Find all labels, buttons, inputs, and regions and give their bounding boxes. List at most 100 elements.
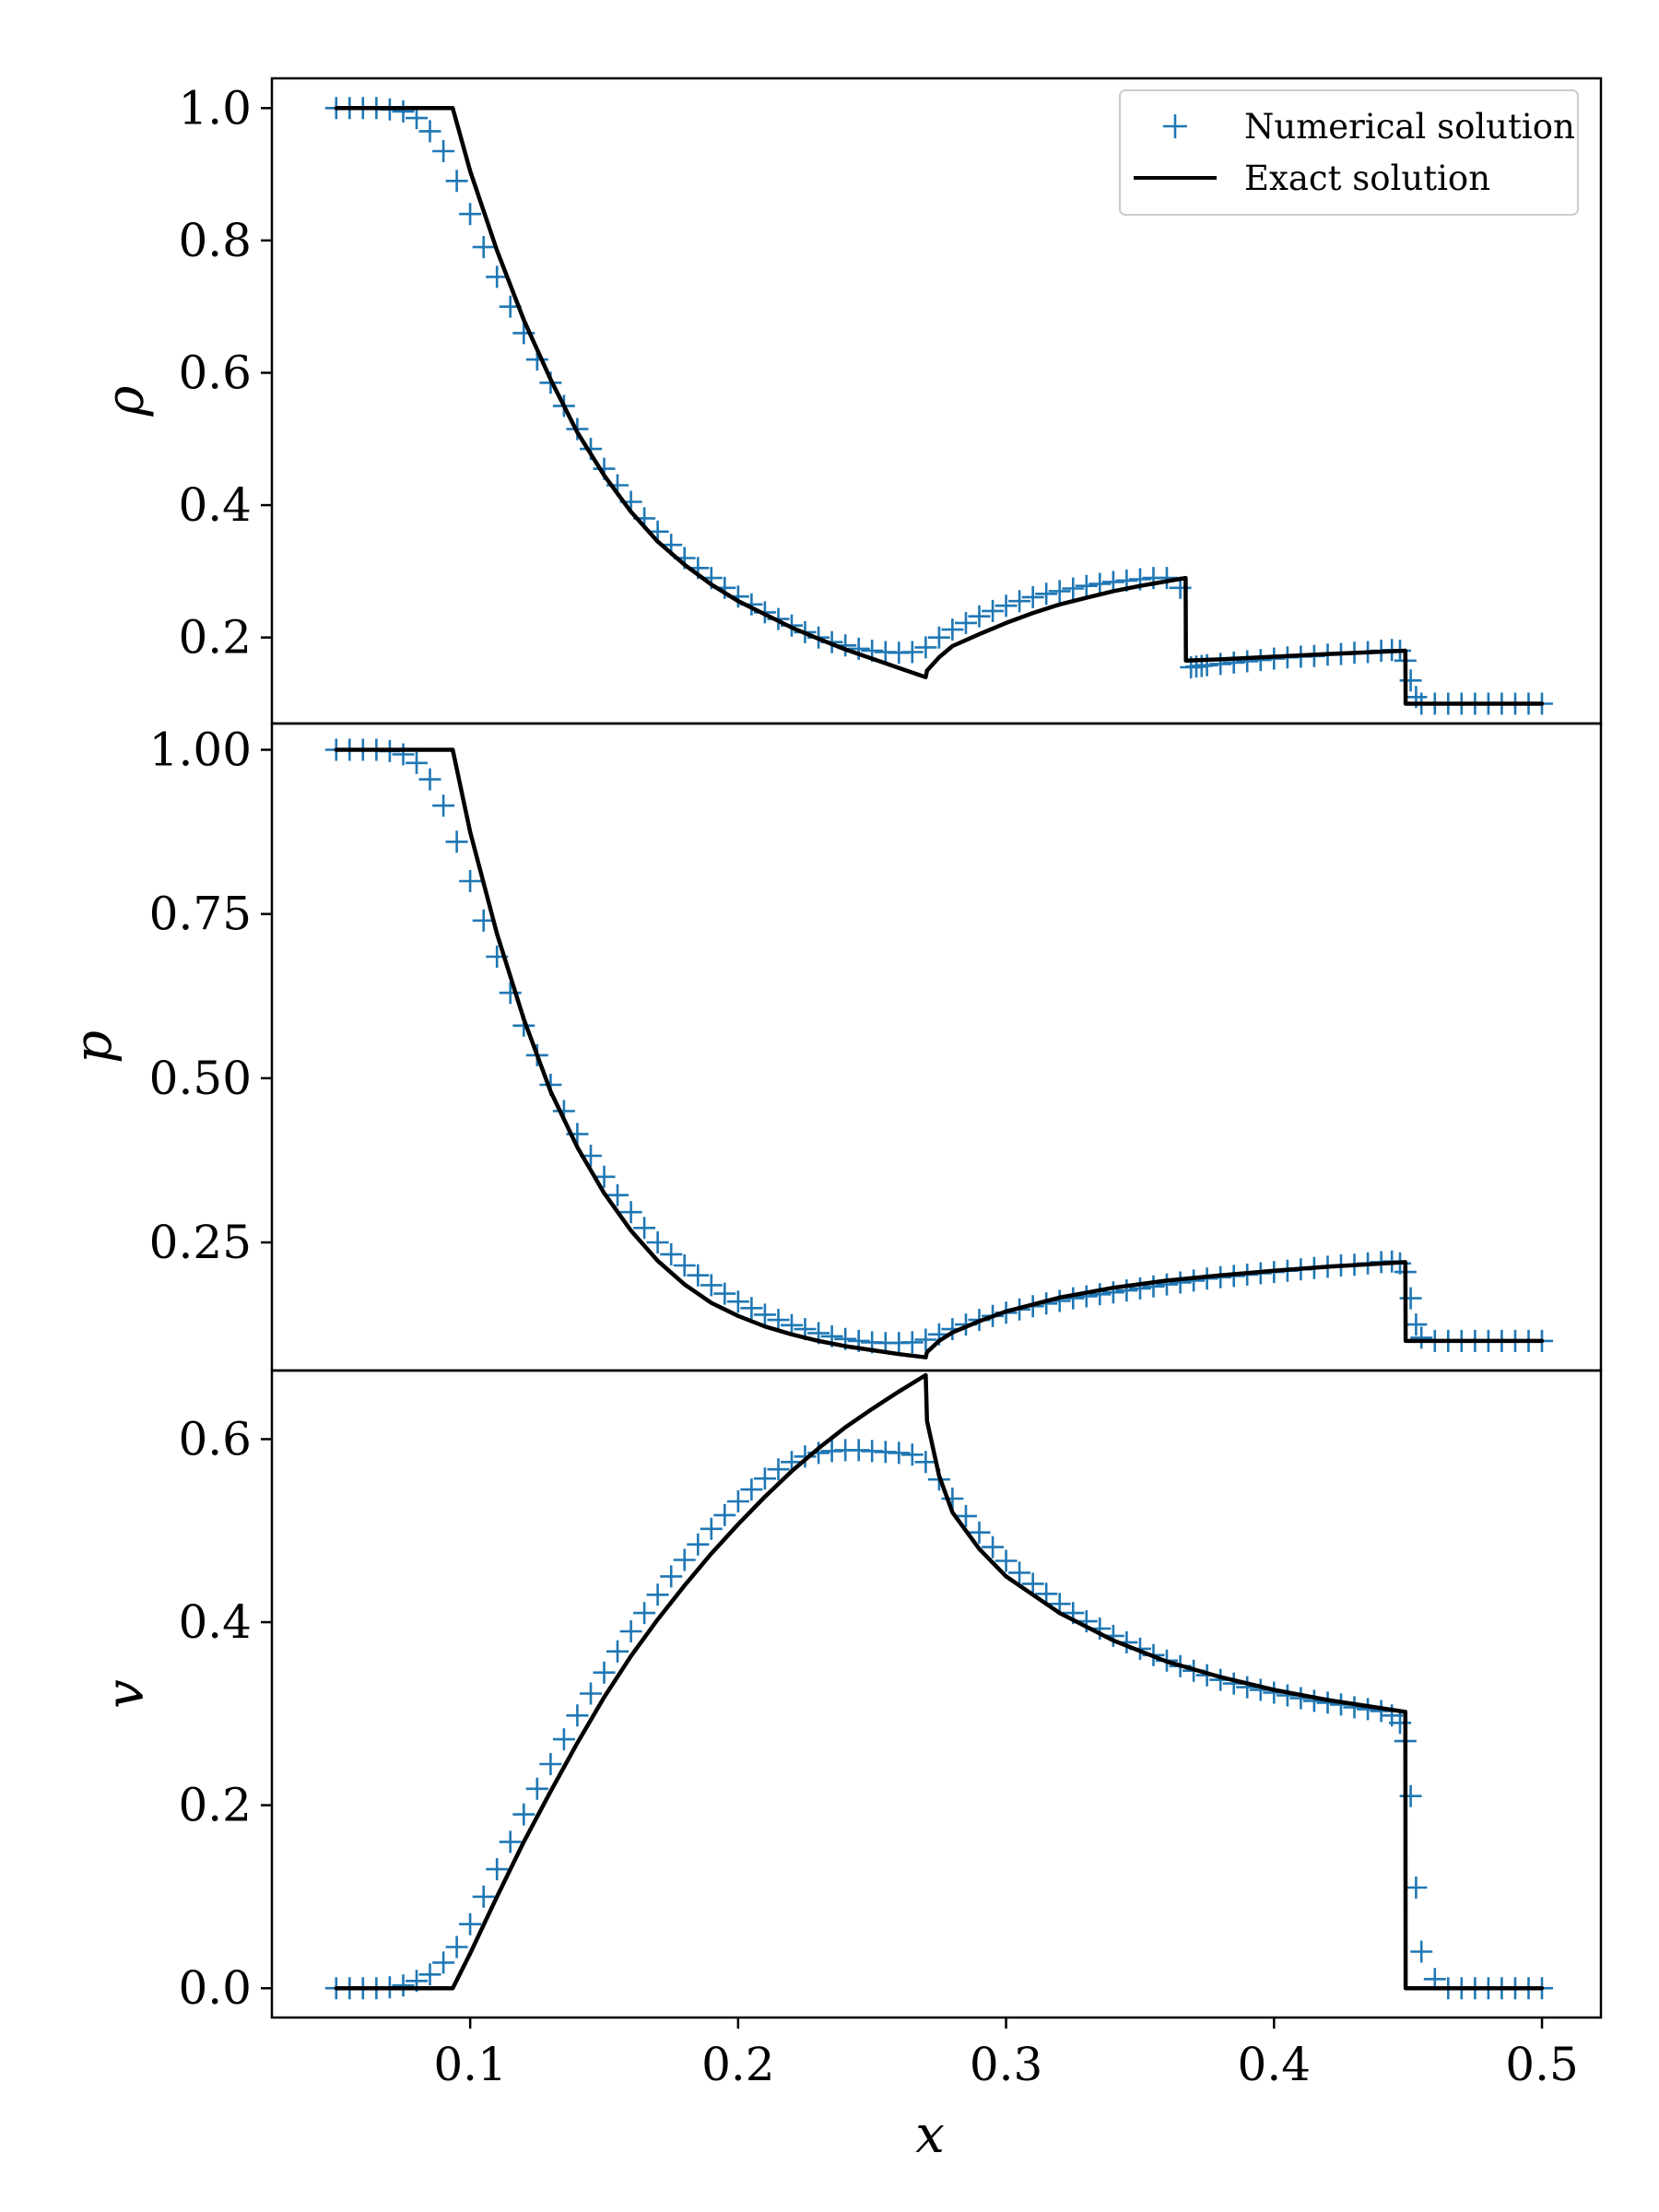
pressure-numerical-point <box>767 1309 790 1332</box>
velocity-numerical-point <box>713 1503 736 1526</box>
density-numerical-point <box>1399 669 1422 692</box>
density-y-tick-label: 0.6 <box>178 346 252 399</box>
velocity-numerical-point <box>646 1583 669 1606</box>
pressure-numerical-point <box>1075 1285 1098 1308</box>
velocity-numerical-point <box>687 1533 710 1556</box>
density-numerical-point <box>1075 574 1098 597</box>
pressure-numerical-point <box>418 768 441 791</box>
velocity-y-tick-label: 0.4 <box>178 1595 252 1649</box>
pressure-numerical-point <box>1399 1287 1422 1310</box>
density-y-axis-label: ρ <box>96 385 156 417</box>
velocity-numerical-point <box>700 1517 723 1540</box>
velocity-numerical-point <box>1405 1877 1428 1899</box>
velocity-numerical-point <box>459 1912 482 1936</box>
density-numerical-point <box>955 611 977 634</box>
velocity-numerical-point <box>914 1451 937 1474</box>
density-exact-line <box>334 106 1545 706</box>
velocity-numerical-point <box>1399 1784 1422 1807</box>
density-numerical-point <box>1222 651 1245 674</box>
velocity-numerical-point <box>994 1549 1018 1572</box>
pressure-exact-line <box>334 747 1545 1359</box>
velocity-y-tick-label: 0.6 <box>178 1412 252 1465</box>
x-tick-label: 0.4 <box>1238 2038 1312 2091</box>
velocity-y-axis-label: v <box>96 1679 156 1709</box>
velocity-numerical-point <box>767 1458 790 1481</box>
pressure-numerical-point <box>606 1183 629 1206</box>
pressure-y-tick-label: 1.00 <box>149 724 252 777</box>
pressure-numerical-point <box>633 1217 656 1240</box>
density-numerical-point <box>1236 650 1259 673</box>
density-numerical-point <box>982 599 1005 622</box>
pressure-numerical-point <box>1410 1326 1433 1349</box>
pressure-numerical-point <box>713 1282 736 1305</box>
pressure-numerical-point <box>700 1274 723 1297</box>
velocity-numerical-point <box>566 1704 589 1727</box>
density-numerical-point <box>927 626 950 649</box>
pressure-numerical-point <box>1405 1313 1428 1336</box>
legend-numerical-marker-glyph <box>1163 114 1187 138</box>
velocity-numerical-point <box>472 1885 495 1908</box>
pressure-numerical-point <box>914 1328 937 1351</box>
velocity-numerical-point <box>512 1803 535 1826</box>
velocity-numerical-point <box>900 1443 924 1466</box>
density-numerical-point <box>914 636 937 659</box>
density-numerical-point <box>1209 653 1232 676</box>
velocity-numerical-point <box>633 1602 656 1625</box>
pressure-numerical-point <box>472 909 495 932</box>
pressure-y-tick-label: 0.50 <box>149 1052 252 1105</box>
velocity-numerical-point <box>619 1620 642 1642</box>
pressure-numerical-point <box>406 751 428 774</box>
pressure-numerical-point <box>445 830 468 853</box>
pressure-numerical-point <box>392 743 415 766</box>
velocity-numerical-point <box>753 1467 776 1490</box>
pressure-numerical-point <box>1115 1279 1138 1302</box>
density-y-tick-label: 0.2 <box>178 611 252 665</box>
pressure-numerical-point <box>432 794 455 818</box>
density-numerical-point <box>900 641 924 664</box>
pressure-numerical-point <box>1156 1273 1178 1296</box>
density-numerical-point <box>472 236 495 259</box>
pressure-numerical-point <box>1129 1277 1151 1300</box>
velocity-numerical-point <box>982 1535 1005 1559</box>
pressure-numerical-point <box>726 1290 749 1313</box>
density-numerical-point <box>1008 590 1031 613</box>
pressure-numerical-point <box>1142 1275 1165 1298</box>
x-tick-label: 0.3 <box>970 2038 1043 2091</box>
velocity-numerical-point <box>941 1488 964 1510</box>
density-numerical-point <box>486 265 509 288</box>
x-axis-label: x <box>915 2105 945 2165</box>
velocity-numerical-point <box>740 1478 763 1501</box>
pressure-numerical-point <box>673 1254 696 1277</box>
velocity-y-tick-label: 0.2 <box>178 1779 252 1832</box>
pressure-numerical-point <box>619 1201 642 1224</box>
legend-numerical-marker <box>1163 114 1187 138</box>
density-numerical-point <box>1035 582 1058 606</box>
velocity-numerical-point <box>1021 1572 1044 1595</box>
density-numerical-point <box>1088 572 1112 595</box>
pressure-panel: 0.25 0.50 0.75 1.00 p <box>64 722 1603 1372</box>
pressure-y-axis-label: p <box>64 1030 124 1064</box>
velocity-panel: 0.0 0.2 0.4 0.6 v 0.1 0.2 0.3 0.4 0.5 <box>96 1369 1603 2091</box>
pressure-numerical-point <box>740 1297 763 1320</box>
velocity-numerical-point <box>486 1858 509 1881</box>
density-numerical-point <box>941 618 964 641</box>
density-numerical-point <box>418 120 441 143</box>
density-numerical-point <box>1021 585 1044 608</box>
density-numerical-point <box>994 594 1018 618</box>
x-tick-label: 0.1 <box>433 2038 507 2091</box>
velocity-numerical-point <box>593 1661 616 1684</box>
density-numerical-point <box>1062 577 1085 600</box>
velocity-numerical-point <box>1410 1940 1433 1963</box>
legend-numerical-label: Numerical solution <box>1244 107 1575 147</box>
density-numerical-point <box>968 605 991 628</box>
legend-box <box>1119 89 1579 216</box>
pressure-y-tick-label: 0.25 <box>149 1216 252 1269</box>
x-tick-label: 0.2 <box>701 2038 775 2091</box>
velocity-numerical-point <box>673 1548 696 1571</box>
pressure-numerical-point <box>660 1242 683 1265</box>
velocity-numerical-point <box>432 1951 455 1974</box>
velocity-numerical-point <box>968 1521 991 1544</box>
x-tick-label: 0.5 <box>1505 2038 1579 2091</box>
